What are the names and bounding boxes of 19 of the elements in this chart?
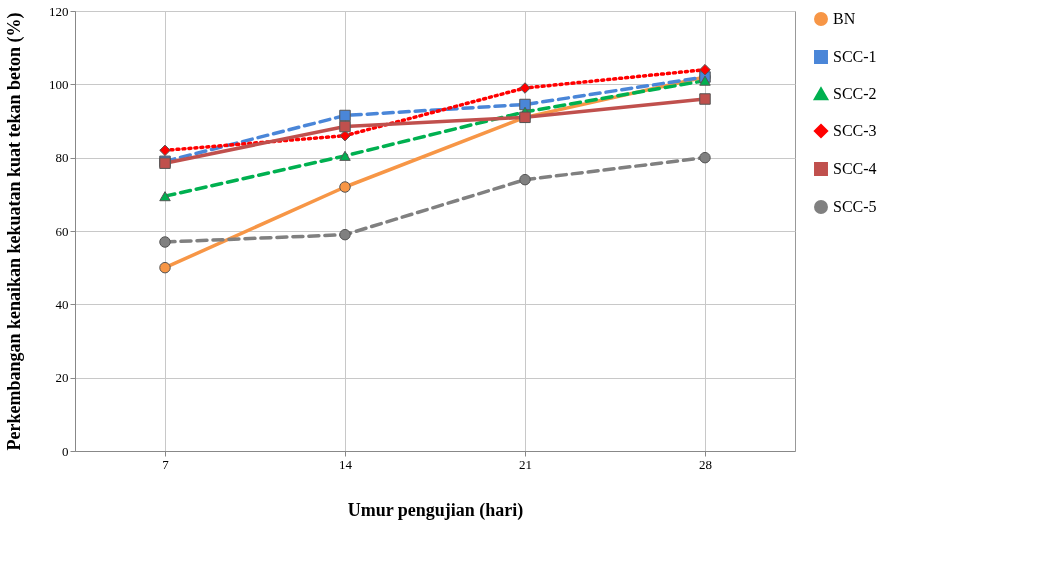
x-axis-title: Umur pengujian (hari) (347, 499, 524, 521)
legend-label: SCC-3 (833, 122, 877, 139)
x-tick-label: 28 (699, 456, 712, 472)
legend-label: SCC-1 (833, 48, 877, 65)
legend-label: SCC-5 (833, 198, 877, 215)
y-tick-label: 120 (49, 3, 69, 19)
y-tick-label: 40 (55, 296, 69, 312)
legend-label: SCC-4 (833, 160, 877, 177)
legend-label: SCC-2 (833, 85, 877, 102)
y-tick-label: 60 (55, 223, 69, 239)
x-tick-label: 7 (162, 456, 170, 472)
y-tick-label: 0 (62, 443, 69, 459)
y-tick-label: 100 (49, 76, 69, 92)
legend-label: BN (833, 10, 856, 27)
y-axis-title: Perkembangan kenaikan kekuatan kuat tekan beton (%) (4, 12, 25, 451)
y-tick-label: 80 (55, 150, 69, 166)
x-tick-label: 21 (519, 456, 532, 472)
x-tick-label: 14 (339, 456, 353, 472)
y-tick-label: 20 (55, 370, 69, 386)
